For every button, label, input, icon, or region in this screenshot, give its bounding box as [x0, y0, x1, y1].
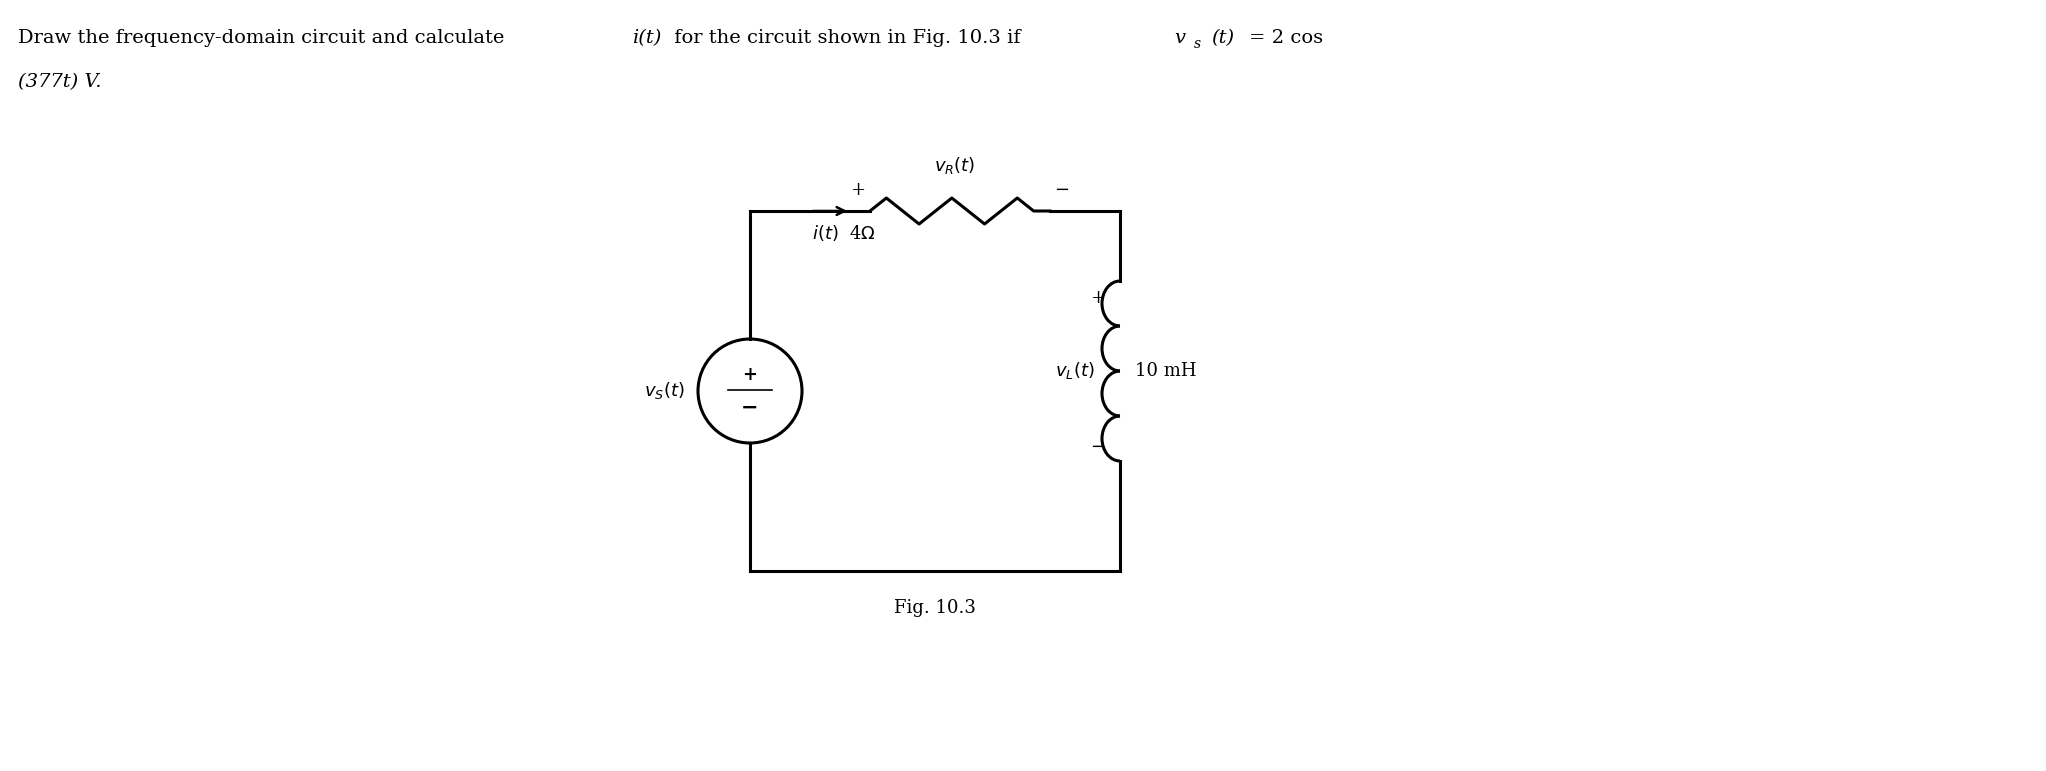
Text: $v_R(t)$: $v_R(t)$	[935, 155, 976, 176]
Text: Fig. 10.3: Fig. 10.3	[894, 599, 976, 617]
Text: −: −	[741, 398, 759, 418]
Text: +: +	[851, 181, 865, 199]
Text: v: v	[1174, 29, 1185, 47]
Text: i(t): i(t)	[632, 29, 661, 47]
Text: 10 mH: 10 mH	[1136, 362, 1197, 380]
Text: +: +	[743, 366, 757, 384]
Text: = 2 cos: = 2 cos	[1248, 29, 1324, 47]
Text: +: +	[1091, 289, 1105, 307]
Text: (t): (t)	[1211, 29, 1234, 47]
Text: s: s	[1195, 37, 1201, 51]
Text: $i(t)$  4$\Omega$: $i(t)$ 4$\Omega$	[812, 223, 876, 243]
Text: −: −	[1091, 438, 1105, 456]
Text: Draw the frequency-domain circuit and calculate: Draw the frequency-domain circuit and ca…	[18, 29, 511, 47]
Text: $v_L(t)$: $v_L(t)$	[1056, 361, 1095, 382]
Text: −: −	[1054, 181, 1070, 199]
Text: for the circuit shown in Fig. 10.3 if: for the circuit shown in Fig. 10.3 if	[667, 29, 1027, 47]
Text: $v_S(t)$: $v_S(t)$	[644, 381, 685, 402]
Text: (377t) V.: (377t) V.	[18, 73, 102, 91]
